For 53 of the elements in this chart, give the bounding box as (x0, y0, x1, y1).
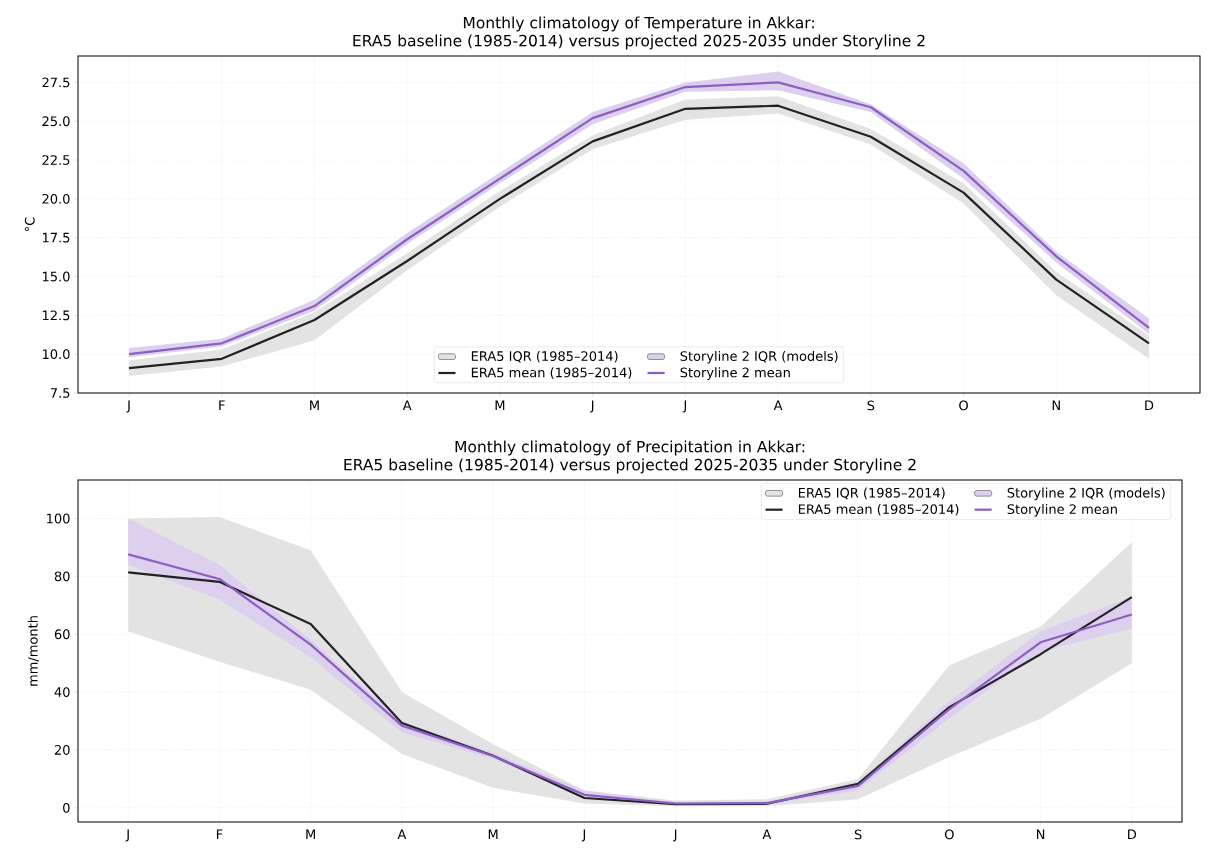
x-tick-label: J (590, 400, 594, 413)
y-tick-label: 22.5 (42, 155, 70, 165)
x-tick-label: J (682, 400, 687, 413)
chart-subtitle: ERA5 baseline (1985-2014) versus projected 2025-2035 under Storyline 2 (344, 458, 916, 474)
x-tick-label: D (1128, 829, 1137, 840)
legend-label: Storyline 2 mean (680, 367, 790, 380)
y-tick-label: 20.0 (42, 193, 70, 204)
legend-label: Storyline 2 IQR (models) (680, 350, 838, 364)
y-tick-label: 60 (54, 629, 70, 640)
y-tick-label: 17.5 (42, 232, 70, 243)
y-tick-label: 20 (54, 745, 70, 755)
y-tick-label: 27.5 (42, 77, 70, 88)
x-tick-label: A (762, 829, 772, 840)
legend-label: Storyline 2 mean (1007, 503, 1117, 517)
x-tick-label: M (310, 400, 319, 411)
x-tick-label: O (944, 829, 954, 840)
x-tick-label: J (581, 829, 586, 842)
chart-subtitle: ERA5 baseline (1985-2014) versus projected 2025-2035 under Storyline 2 (353, 34, 925, 50)
y-tick-label: 12.5 (42, 310, 70, 321)
y-axis-title: mm/month (27, 616, 39, 686)
y-tick-label: 7.5 (50, 388, 70, 398)
x-tick-label: F (219, 400, 225, 411)
y-axis-title: °C (24, 217, 35, 232)
x-tick-label: A (397, 829, 407, 840)
y-tick-label: 40 (54, 687, 70, 698)
chart-title: Monthly climatology of Precipitation in Akkar: (455, 440, 805, 456)
chart-title: Monthly climatology of Temperature in Akkar: (463, 16, 814, 32)
legend-label: ERA5 mean (1985–2014) (798, 504, 959, 516)
x-tick-label: S (867, 400, 875, 411)
y-tick-label: 0 (63, 802, 70, 813)
legend-label: ERA5 IQR (1985–2014) (471, 350, 618, 363)
legend-label: ERA5 IQR (1985–2014) (798, 487, 945, 500)
y-tick-label: 80 (54, 571, 70, 582)
y-tick-label: 100 (47, 513, 70, 524)
x-tick-label: S (854, 829, 862, 840)
x-tick-label: A (402, 400, 412, 411)
x-tick-label: A (773, 400, 783, 411)
x-tick-label: M (495, 400, 505, 411)
x-tick-label: D (1145, 400, 1154, 411)
x-tick-label: N (1052, 400, 1060, 411)
y-tick-label: 25.0 (42, 116, 70, 127)
x-tick-label: O (959, 400, 968, 411)
x-tick-label: M (488, 829, 498, 840)
legend-label: Storyline 2 IQR (models) (1007, 487, 1165, 501)
y-tick-label: 15.0 (42, 271, 70, 282)
y-tick-label: 10.0 (42, 349, 70, 360)
x-tick-label: J (125, 829, 129, 842)
x-tick-label: N (1036, 829, 1045, 840)
x-tick-label: J (126, 400, 130, 413)
x-tick-label: M (306, 829, 315, 840)
legend-label: ERA5 mean (1985–2014) (471, 367, 632, 379)
x-tick-label: F (216, 829, 223, 840)
x-tick-label: J (673, 829, 677, 842)
